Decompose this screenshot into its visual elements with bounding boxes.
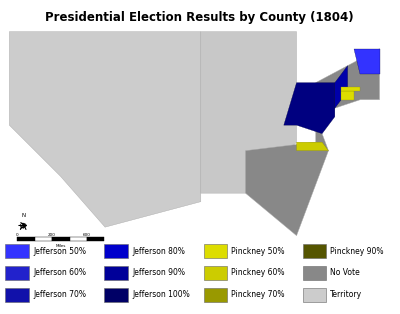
Polygon shape (335, 66, 348, 108)
Text: 600: 600 (83, 233, 91, 237)
Bar (204, 288, 227, 302)
Text: Jefferson 60%: Jefferson 60% (33, 268, 86, 278)
Text: Jefferson 90%: Jefferson 90% (132, 268, 185, 278)
Polygon shape (246, 142, 328, 236)
Bar (303, 244, 326, 258)
Bar (5, 266, 29, 280)
Bar (5, 244, 29, 258)
Text: Pinckney 70%: Pinckney 70% (231, 290, 285, 299)
Polygon shape (201, 32, 296, 193)
Text: 200: 200 (48, 233, 56, 237)
Bar (35, 237, 52, 241)
Text: 0: 0 (16, 233, 18, 237)
Text: Presidential Election Results by County (1804): Presidential Election Results by County … (45, 11, 354, 24)
Bar (17, 237, 35, 241)
Polygon shape (354, 49, 380, 74)
Text: Pinckney 50%: Pinckney 50% (231, 246, 285, 256)
Bar (204, 266, 227, 280)
Polygon shape (9, 32, 201, 227)
Bar (104, 266, 128, 280)
Bar (70, 237, 87, 241)
Bar (303, 288, 326, 302)
Polygon shape (296, 142, 328, 151)
Text: Territory: Territory (330, 290, 362, 299)
Polygon shape (316, 49, 380, 151)
Bar (5, 288, 29, 302)
Text: Jefferson 80%: Jefferson 80% (132, 246, 185, 256)
Bar (104, 288, 128, 302)
Bar (87, 237, 104, 241)
Text: Jefferson 70%: Jefferson 70% (33, 290, 86, 299)
Bar (52, 237, 70, 241)
Text: Jefferson 50%: Jefferson 50% (33, 246, 86, 256)
Bar (104, 244, 128, 258)
Polygon shape (284, 83, 335, 134)
Bar (303, 266, 326, 280)
Polygon shape (341, 87, 360, 91)
Polygon shape (341, 91, 354, 100)
Text: Pinckney 60%: Pinckney 60% (231, 268, 285, 278)
Text: Miles: Miles (56, 244, 66, 247)
Text: N: N (21, 213, 25, 218)
Text: Jefferson 100%: Jefferson 100% (132, 290, 190, 299)
Text: No Vote: No Vote (330, 268, 360, 278)
Bar (204, 244, 227, 258)
Text: Pinckney 90%: Pinckney 90% (330, 246, 384, 256)
